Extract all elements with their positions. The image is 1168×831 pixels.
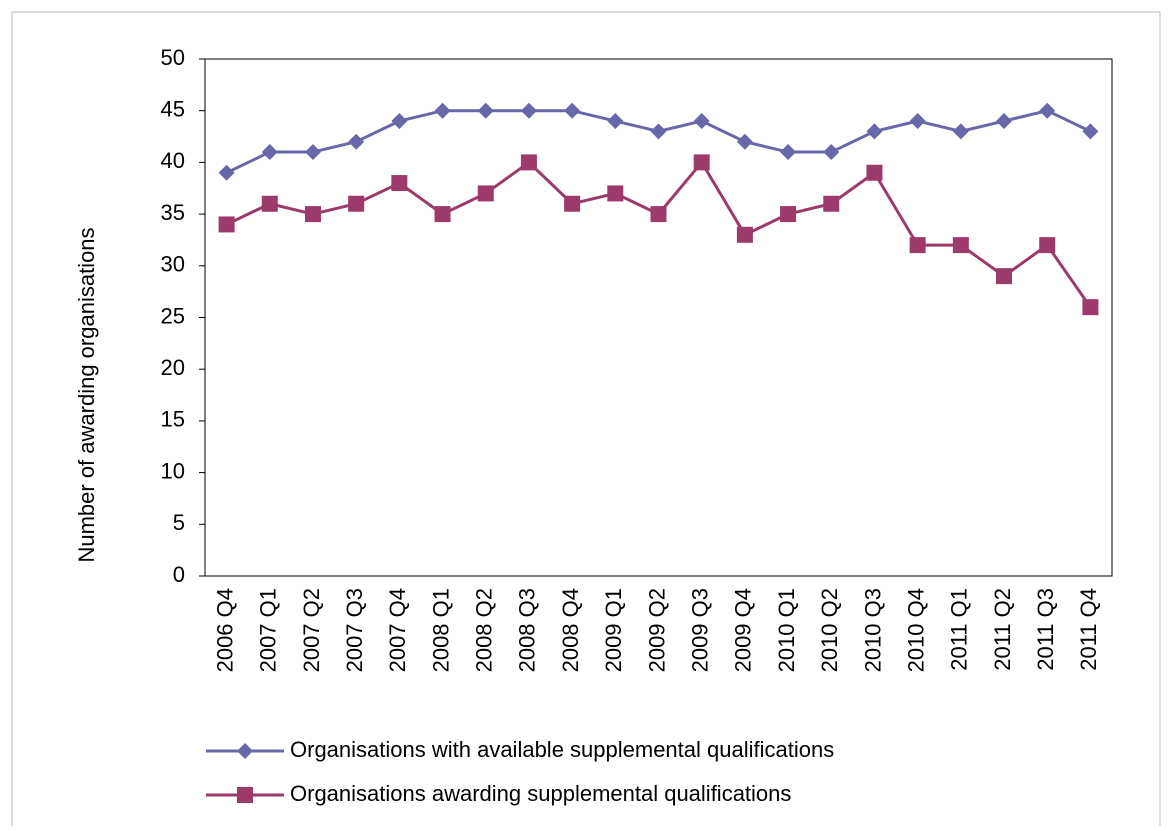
marker bbox=[909, 237, 926, 254]
marker bbox=[237, 743, 253, 759]
x-tick-label: 2007 Q3 bbox=[342, 588, 367, 672]
marker bbox=[607, 185, 624, 202]
legend-label: Organisations with available supplementa… bbox=[290, 737, 834, 762]
x-tick-label: 2009 Q1 bbox=[601, 588, 626, 672]
marker bbox=[520, 154, 537, 171]
x-tick-label: 2006 Q4 bbox=[212, 588, 237, 672]
x-tick-label: 2010 Q1 bbox=[774, 588, 799, 672]
marker bbox=[693, 113, 710, 130]
marker bbox=[736, 133, 753, 150]
marker bbox=[780, 206, 797, 223]
marker bbox=[909, 113, 926, 130]
marker bbox=[391, 175, 408, 192]
y-tick-label: 25 bbox=[161, 303, 185, 328]
y-tick-label: 35 bbox=[161, 200, 185, 225]
marker bbox=[564, 102, 581, 119]
y-tick-label: 5 bbox=[173, 510, 185, 535]
marker bbox=[520, 102, 537, 119]
marker bbox=[564, 195, 581, 212]
marker bbox=[391, 113, 408, 130]
x-tick-label: 2007 Q1 bbox=[256, 588, 281, 672]
marker bbox=[304, 144, 321, 161]
x-tick-label: 2011 Q1 bbox=[947, 588, 972, 671]
x-tick-label: 2010 Q3 bbox=[860, 588, 885, 672]
x-tick-label: 2008 Q4 bbox=[558, 588, 583, 672]
x-tick-label: 2008 Q1 bbox=[428, 588, 453, 672]
marker bbox=[1082, 123, 1099, 140]
x-tick-label: 2009 Q3 bbox=[688, 588, 713, 672]
marker bbox=[866, 164, 883, 181]
chart-border bbox=[11, 11, 1161, 831]
y-tick-label: 15 bbox=[161, 407, 185, 432]
x-tick-label: 2010 Q4 bbox=[903, 588, 928, 672]
marker bbox=[650, 206, 667, 223]
marker bbox=[1039, 237, 1056, 254]
y-tick-label: 45 bbox=[161, 97, 185, 122]
marker bbox=[952, 123, 969, 140]
marker bbox=[261, 195, 278, 212]
marker bbox=[823, 144, 840, 161]
marker bbox=[996, 113, 1013, 130]
marker bbox=[348, 195, 365, 212]
y-tick-label: 50 bbox=[161, 45, 185, 70]
x-tick-label: 2007 Q2 bbox=[299, 588, 324, 672]
x-tick-label: 2008 Q3 bbox=[515, 588, 540, 672]
marker bbox=[952, 237, 969, 254]
y-tick-label: 10 bbox=[161, 458, 185, 483]
x-tick-label: 2011 Q3 bbox=[1033, 588, 1058, 671]
marker bbox=[823, 195, 840, 212]
x-tick-label: 2007 Q4 bbox=[385, 588, 410, 672]
y-tick-label: 0 bbox=[173, 562, 185, 587]
x-tick-label: 2011 Q2 bbox=[990, 588, 1015, 671]
marker bbox=[218, 216, 235, 233]
marker bbox=[996, 268, 1013, 285]
y-tick-label: 30 bbox=[161, 252, 185, 277]
marker bbox=[218, 164, 235, 181]
marker bbox=[434, 102, 451, 119]
marker bbox=[650, 123, 667, 140]
x-tick-label: 2009 Q2 bbox=[644, 588, 669, 672]
marker bbox=[477, 102, 494, 119]
marker bbox=[237, 787, 253, 803]
marker bbox=[1039, 102, 1056, 119]
marker bbox=[304, 206, 321, 223]
marker bbox=[477, 185, 494, 202]
marker bbox=[261, 144, 278, 161]
marker bbox=[693, 154, 710, 171]
y-axis-label: Number of awarding organisations bbox=[74, 227, 99, 562]
marker bbox=[348, 133, 365, 150]
marker bbox=[434, 206, 451, 223]
x-tick-label: 2009 Q4 bbox=[731, 588, 756, 672]
marker bbox=[1082, 299, 1099, 316]
marker bbox=[866, 123, 883, 140]
marker bbox=[780, 144, 797, 161]
x-tick-label: 2010 Q2 bbox=[817, 588, 842, 672]
marker bbox=[607, 113, 624, 130]
x-tick-label: 2011 Q4 bbox=[1076, 588, 1101, 671]
legend-label: Organisations awarding supplemental qual… bbox=[290, 781, 791, 806]
x-tick-label: 2008 Q2 bbox=[472, 588, 497, 672]
marker bbox=[736, 226, 753, 243]
y-tick-label: 20 bbox=[161, 355, 185, 380]
y-tick-label: 40 bbox=[161, 148, 185, 173]
